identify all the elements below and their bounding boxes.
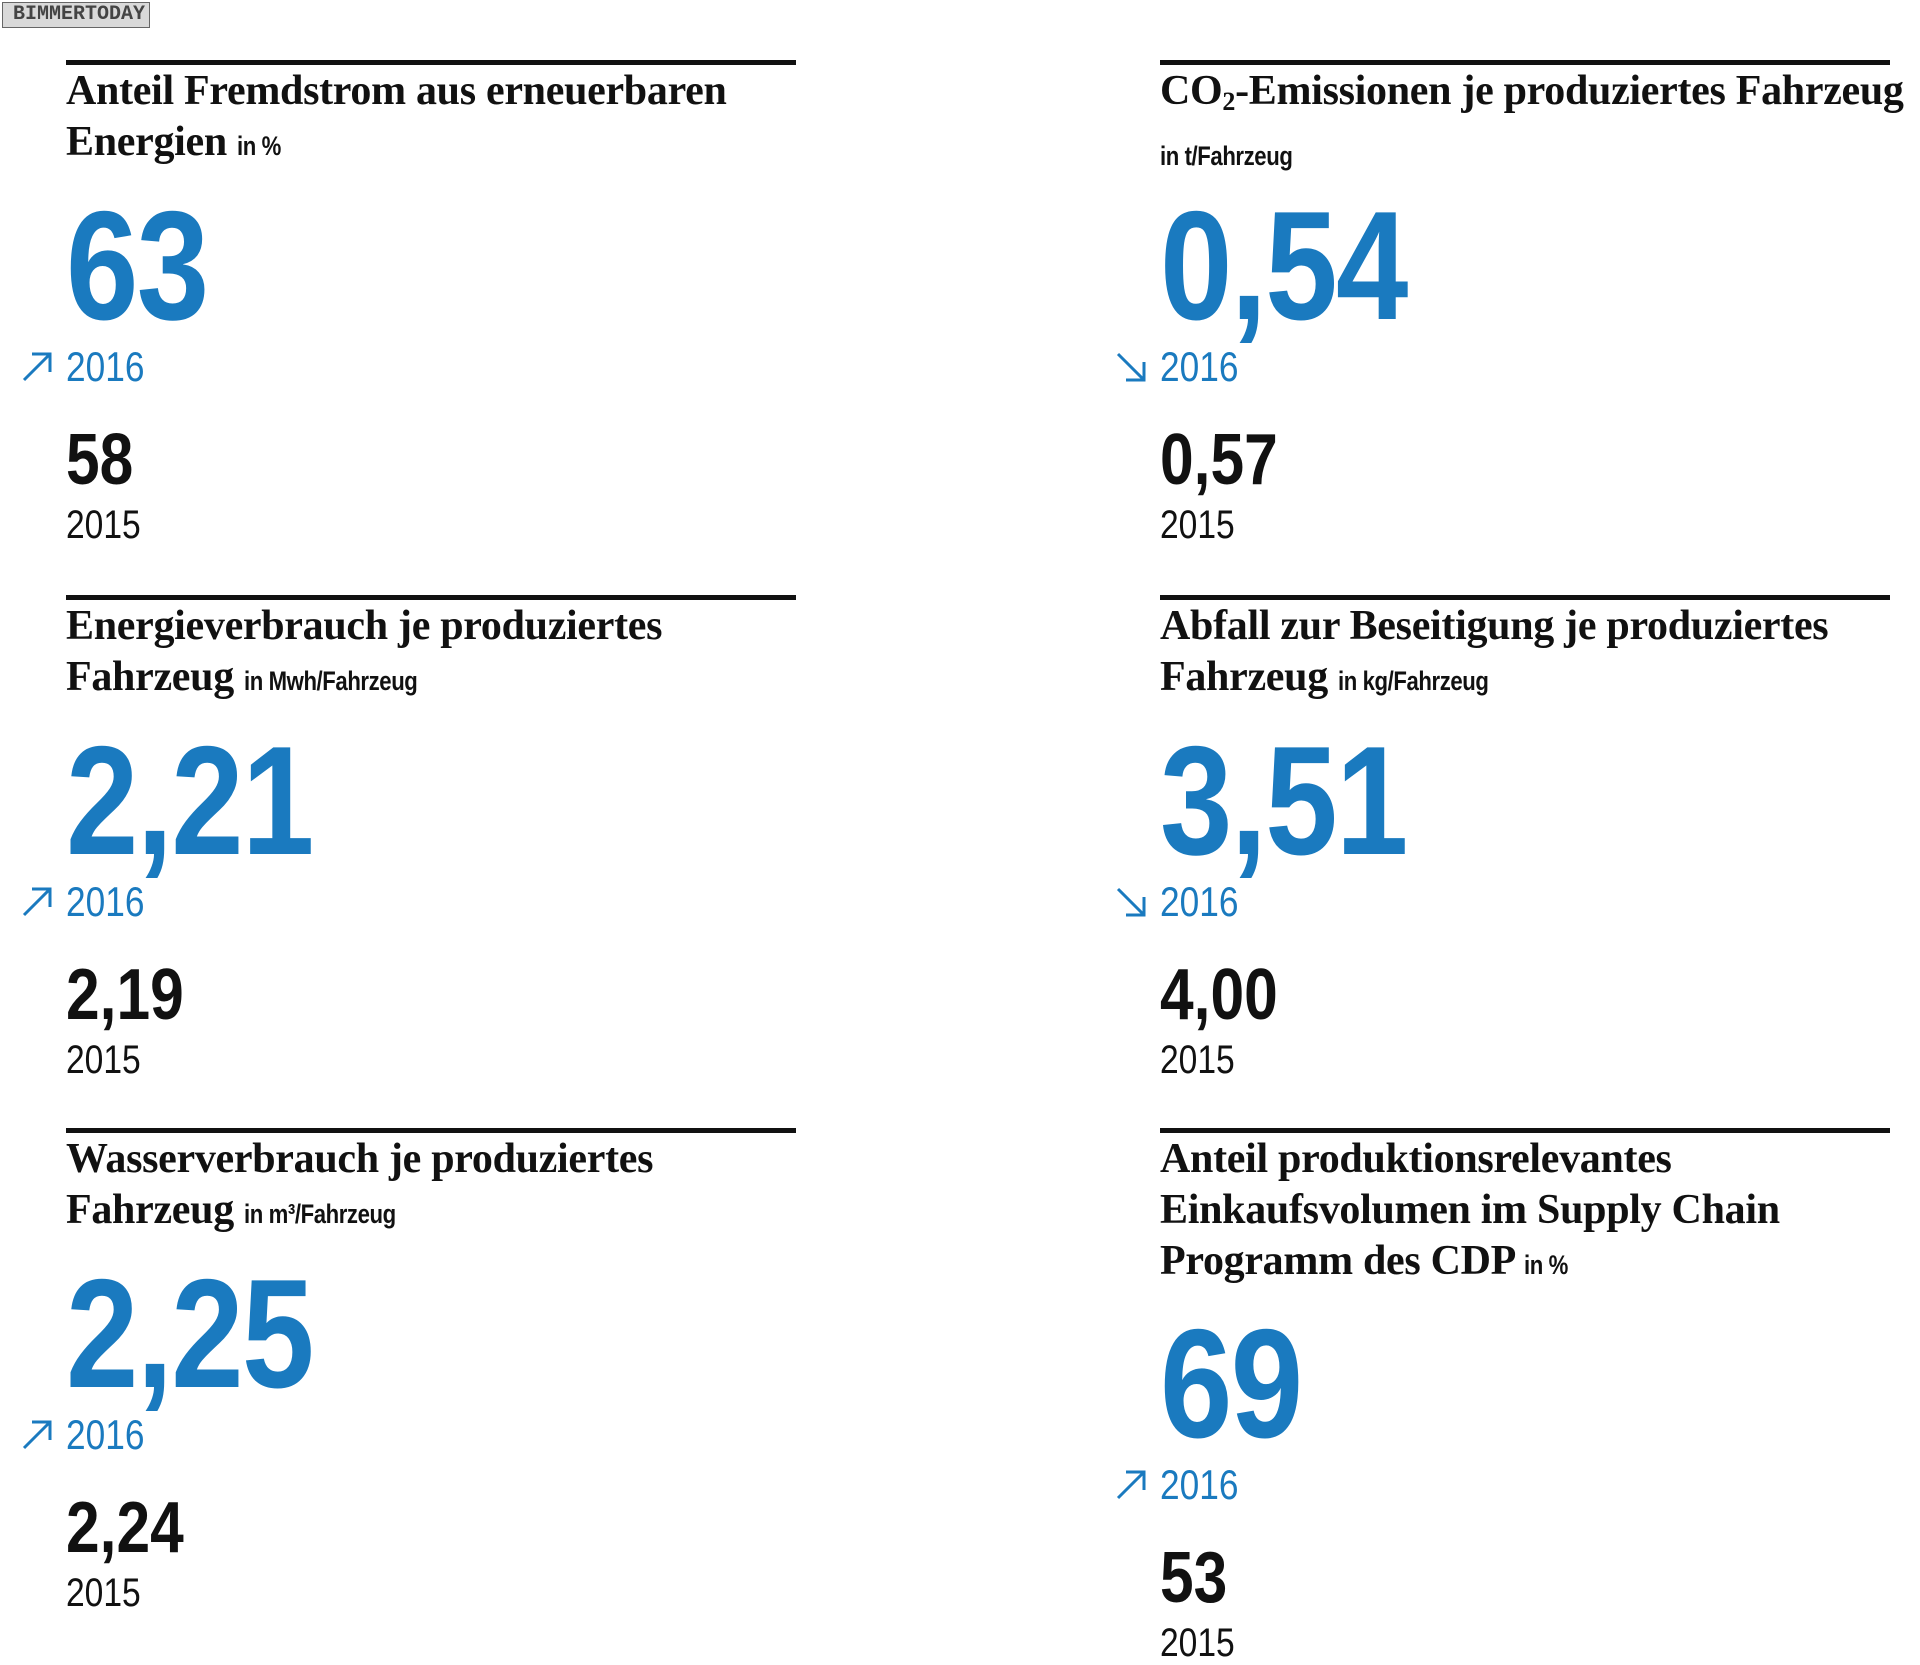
metric-card: Anteil Fremdstrom aus erneuerbaren Energ… bbox=[22, 60, 796, 580]
value-2015: 53 bbox=[1160, 1538, 1228, 1618]
year-2016-label: 2016 bbox=[1160, 1461, 1239, 1508]
year-2015-label: 2015 bbox=[66, 503, 141, 547]
metric-card: Abfall zur Beseitigung je produziertes F… bbox=[1116, 595, 1890, 1115]
trend-up-arrow-icon bbox=[22, 1420, 52, 1450]
metric-card: Anteil produktionsrelevantes Einkaufsvol… bbox=[1116, 1128, 1890, 1663]
value-2016: 2,21 bbox=[66, 714, 314, 887]
divider-rule bbox=[1160, 595, 1890, 600]
trend-up-arrow-icon bbox=[22, 887, 52, 917]
metric-title-text: Energieverbrauch je produziertes Fahrzeu… bbox=[66, 603, 663, 700]
metric-unit: in Mwh/Fahrzeug bbox=[244, 666, 418, 696]
value-2016: 63 bbox=[66, 179, 209, 352]
value-2015: 4,00 bbox=[1160, 955, 1278, 1035]
value-2015: 58 bbox=[66, 420, 134, 500]
metric-unit: in m³/Fahrzeug bbox=[244, 1199, 396, 1229]
metric-unit: in kg/Fahrzeug bbox=[1338, 666, 1489, 696]
metric-unit: in % bbox=[237, 131, 282, 161]
divider-rule bbox=[1160, 1128, 1890, 1133]
year-2016-label: 2016 bbox=[1160, 878, 1239, 925]
metric-title-text: Abfall zur Beseitigung je produziertes F… bbox=[1160, 603, 1829, 700]
year-2016-label: 2016 bbox=[66, 1411, 145, 1458]
year-2016-label: 2016 bbox=[66, 343, 145, 390]
trend-up-arrow-icon bbox=[1116, 1470, 1146, 1500]
value-2016: 69 bbox=[1160, 1297, 1303, 1470]
year-2015-label: 2015 bbox=[1160, 1038, 1235, 1082]
metric-title-text: Anteil Fremdstrom aus erneuerbaren Energ… bbox=[66, 68, 727, 165]
title-prefix: CO bbox=[1160, 68, 1223, 114]
metric-card: Energieverbrauch je produziertes Fahrzeu… bbox=[22, 595, 796, 1115]
year-2016-label: 2016 bbox=[66, 878, 145, 925]
metric-unit: in % bbox=[1523, 1250, 1568, 1280]
value-2016: 3,51 bbox=[1160, 714, 1408, 887]
value-2015: 2,24 bbox=[66, 1488, 184, 1568]
metric-title: Wasserverbrauch je produziertes Fahrzeug… bbox=[66, 1134, 826, 1240]
divider-rule bbox=[66, 595, 796, 600]
title-subscript: 2 bbox=[1222, 87, 1236, 116]
divider-rule bbox=[66, 60, 796, 65]
metric-title-text: -Emissionen je produziertes Fahrzeug bbox=[1235, 68, 1904, 114]
value-2015: 2,19 bbox=[66, 955, 184, 1035]
metric-title: Anteil Fremdstrom aus erneuerbaren Energ… bbox=[66, 66, 826, 172]
trend-down-arrow-icon bbox=[1116, 887, 1146, 917]
divider-rule bbox=[66, 1128, 796, 1133]
year-2015-label: 2015 bbox=[66, 1571, 141, 1615]
metric-title: CO2-Emissionen je produziertes Fahrzeug … bbox=[1160, 66, 1920, 182]
metric-unit: in t/Fahrzeug bbox=[1160, 141, 1293, 171]
year-2016-label: 2016 bbox=[1160, 343, 1239, 390]
trend-down-arrow-icon bbox=[1116, 352, 1146, 382]
metric-title-text: Wasserverbrauch je produziertes Fahrzeug bbox=[66, 1136, 654, 1233]
metric-card: CO2-Emissionen je produziertes Fahrzeug … bbox=[1116, 60, 1904, 580]
divider-rule bbox=[1160, 60, 1890, 65]
value-2016: 2,25 bbox=[66, 1247, 314, 1420]
metric-title-text: Anteil produktionsrelevantes Einkaufsvol… bbox=[1160, 1136, 1780, 1284]
metric-title: Abfall zur Beseitigung je produziertes F… bbox=[1160, 601, 1920, 707]
year-2015-label: 2015 bbox=[1160, 503, 1235, 547]
metric-card: Wasserverbrauch je produziertes Fahrzeug… bbox=[22, 1128, 796, 1648]
metric-title: Anteil produktionsrelevantes Einkaufsvol… bbox=[1160, 1134, 1920, 1291]
year-2015-label: 2015 bbox=[1160, 1621, 1235, 1665]
value-2015: 0,57 bbox=[1160, 420, 1278, 500]
year-2015-label: 2015 bbox=[66, 1038, 141, 1082]
metric-title: Energieverbrauch je produziertes Fahrzeu… bbox=[66, 601, 826, 707]
value-2016: 0,54 bbox=[1160, 179, 1408, 352]
watermark-logo: BIMMERTODAY bbox=[2, 2, 151, 28]
trend-up-arrow-icon bbox=[22, 352, 52, 382]
